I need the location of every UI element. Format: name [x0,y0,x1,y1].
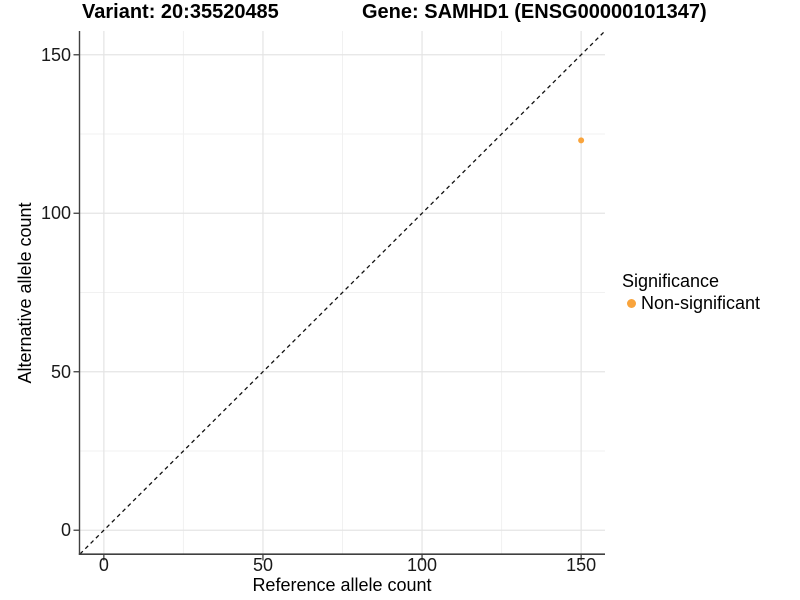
y-tick-label: 50 [50,361,71,382]
identity-reference-line [79,30,606,555]
x-tick-label: 100 [407,555,438,575]
x-axis-title: Reference allele count [252,575,432,595]
y-tick-label: 100 [40,203,71,224]
gene-title: Gene: SAMHD1 (ENSG00000101347) [362,1,707,23]
legend-item-non-significant: Non-significant [622,293,760,313]
x-tick-label: 50 [252,555,273,575]
legend-title: Significance [622,271,720,291]
y-axis-title: Alternative allele count [15,202,35,384]
y-tick-label: 150 [40,44,71,65]
x-tick-label: 150 [566,555,597,575]
point-swatch-icon [627,298,636,308]
legend: Significance Non-significant [622,271,760,313]
variant-title: Variant: 20:35520485 [82,1,279,23]
data-point [578,137,585,144]
legend-item-label: Non-significant [641,293,761,313]
x-tick-label: 0 [98,555,109,575]
y-tick-label: 0 [60,520,71,541]
